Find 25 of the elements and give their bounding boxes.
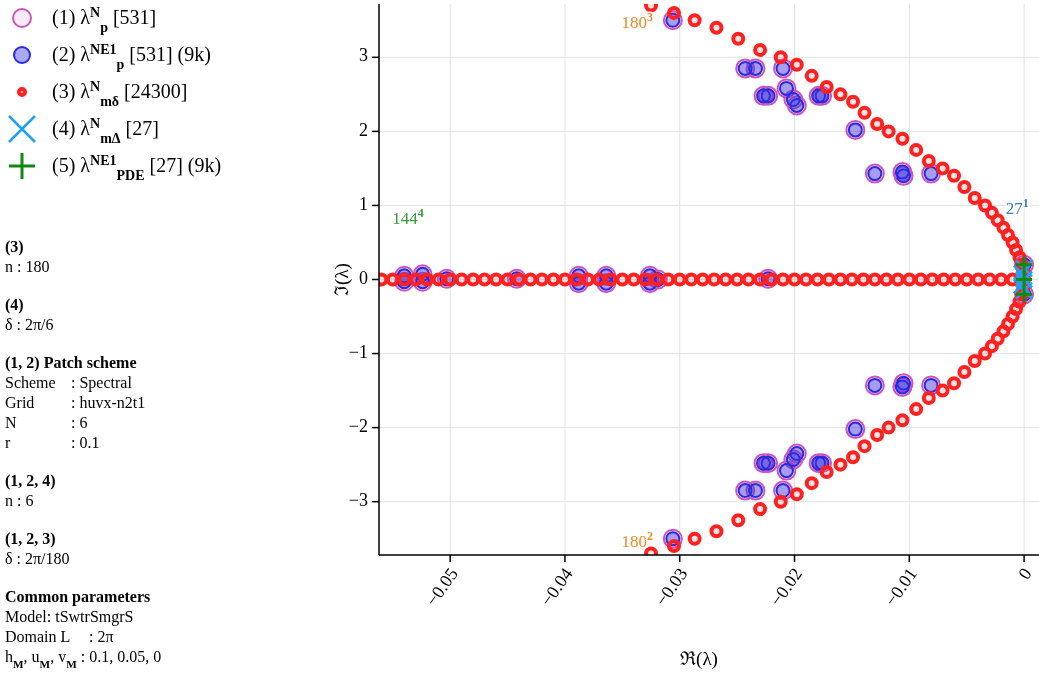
- y-tick-label: 0: [359, 267, 368, 288]
- legend-label: (4) λ$^{N}$$_{mΔ}$ [27]: [52, 115, 159, 146]
- text: (4) δ : 2π/6: [5, 296, 54, 333]
- annotation: 144$^{4}$: [392, 205, 424, 228]
- y-tick-label: 2: [359, 119, 368, 140]
- legend-label: (5) λ$^{NE1}$$_{PDE}$ [27] (9k): [52, 152, 222, 183]
- y-tick-label: 1: [359, 193, 368, 214]
- y-tick-label: −1: [348, 341, 368, 362]
- legend-label: (3) λ$^{N}$$_{mδ}$ [24300]: [52, 78, 188, 109]
- annotation: 180$^{2}$: [621, 528, 653, 551]
- legend-label: (1) λ$^{N}$$_{p}$ [531]: [52, 4, 157, 35]
- text: (3) n : 180: [5, 238, 50, 275]
- y-tick-label: 3: [359, 45, 368, 66]
- annotation: 180$^{3}$: [621, 10, 653, 33]
- y-tick-label: −3: [348, 489, 368, 510]
- text: (1, 2, 4) n : 6: [5, 472, 56, 509]
- y-axis-title: ℑ(λ): [331, 263, 353, 296]
- text: (1, 2) Patch scheme Scheme : Spectral Grid : huvx-n2t1 N : 6 r : 0.1: [5, 354, 146, 451]
- x-tick-label: 0: [1014, 564, 1036, 584]
- annotation: 27$^{1}$: [1005, 196, 1029, 219]
- text: Common parameters Model: tSwtrSmgrS Domain L : 2π h$_{M}$, u$_{M}$, v$_{M}$ : 0.1, 0.05, 0: [5, 588, 162, 670]
- text: (1, 2, 3) δ : 2π/180: [5, 530, 70, 567]
- legend-label: (2) λ$^{NE1}$$_{p}$ [531] (9k): [52, 41, 211, 72]
- y-tick-label: −2: [348, 415, 368, 436]
- x-axis-title: ℜ(λ): [680, 648, 718, 670]
